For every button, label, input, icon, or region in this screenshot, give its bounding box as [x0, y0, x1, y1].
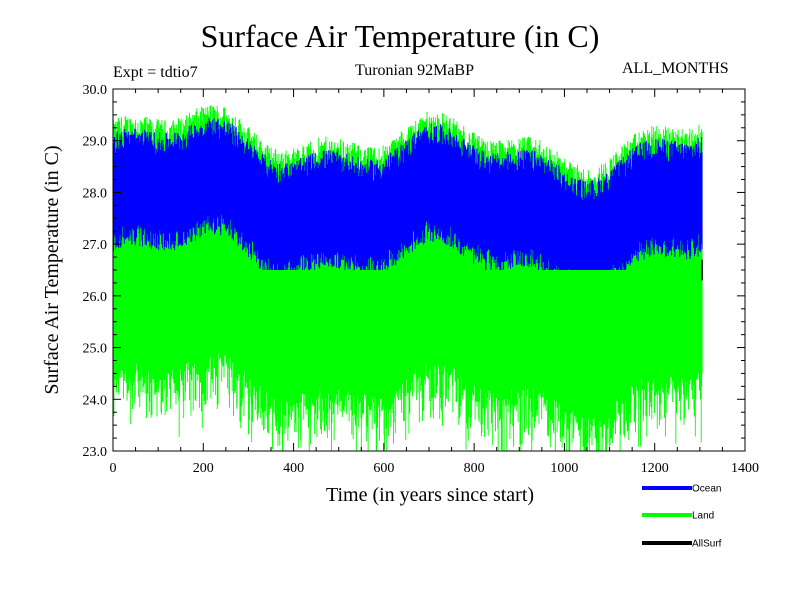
- x-tick-label: 200: [193, 461, 214, 476]
- y-tick-label: 25.0: [83, 342, 108, 357]
- y-tick-label: 30.0: [83, 83, 108, 98]
- y-tick-label: 27.0: [83, 238, 108, 253]
- x-tick-label: 0: [110, 461, 117, 476]
- x-tick-label: 1000: [550, 461, 578, 476]
- ticks-layer: 0 200 400 600 800 1000 1200 1400 23.0 24.0 25.0 26.…: [83, 83, 760, 476]
- y-tick-label: 23.0: [83, 445, 108, 460]
- x-tick-label: 600: [373, 461, 394, 476]
- y-tick-label: 28.0: [83, 186, 108, 201]
- period-label: Turonian 92MaBP: [355, 62, 474, 79]
- x-tick-label: 400: [283, 461, 304, 476]
- y-tick-label: 24.0: [83, 393, 108, 408]
- y-axis-label: Surface Air Temperature (in C): [41, 145, 63, 394]
- experiment-label: Expt = tdtio7: [113, 64, 198, 81]
- legend-label-land: Land: [692, 511, 714, 522]
- legend-label-ocean: Ocean: [692, 484, 721, 495]
- months-label: ALL_MONTHS: [622, 60, 729, 77]
- x-tick-label: 800: [464, 461, 485, 476]
- legend: Ocean Land AllSurf: [642, 484, 722, 550]
- x-tick-label: 1200: [641, 461, 669, 476]
- chart-title: Surface Air Temperature (in C): [200, 18, 600, 54]
- legend-label-allsurf: AllSurf: [692, 539, 722, 550]
- y-tick-label: 29.0: [83, 135, 108, 150]
- series-layer: [112, 105, 703, 451]
- x-tick-label: 1400: [731, 461, 759, 476]
- y-tick-label: 26.0: [83, 290, 108, 305]
- x-axis-label: Time (in years since start): [326, 484, 534, 506]
